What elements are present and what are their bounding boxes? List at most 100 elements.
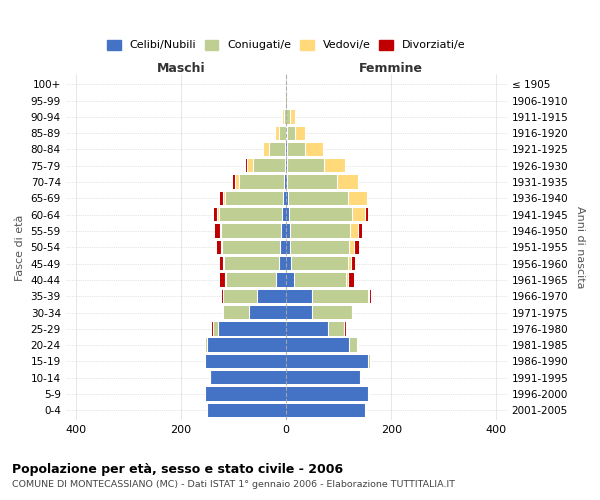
Bar [223,290,257,303]
Bar [263,143,269,156]
Legend: Celibi/Nubili, Coniugati/e, Vedovi/e, Divorziati/e: Celibi/Nubili, Coniugati/e, Vedovi/e, Di… [103,35,469,55]
Bar [286,110,290,124]
Bar [215,224,220,237]
Bar [279,257,286,270]
Bar [214,208,217,222]
Bar [269,143,285,156]
Bar [290,110,295,124]
Bar [284,159,286,172]
Bar [292,257,348,270]
Y-axis label: Anni di nascita: Anni di nascita [575,206,585,288]
Bar [235,176,239,189]
Bar [223,192,225,205]
Bar [360,371,361,384]
Bar [225,192,283,205]
Bar [348,192,367,205]
Bar [286,224,290,237]
Bar [212,322,218,336]
Bar [349,338,357,352]
Y-axis label: Fasce di età: Fasce di età [15,214,25,280]
Bar [350,224,358,237]
Bar [246,159,247,172]
Bar [205,388,286,400]
Bar [286,338,349,352]
Bar [286,273,293,286]
Bar [205,355,286,368]
Bar [358,176,359,189]
Bar [286,404,365,417]
Bar [219,208,282,222]
Bar [284,176,286,189]
Bar [355,240,359,254]
Bar [352,306,353,319]
Bar [275,273,286,286]
Bar [286,322,328,336]
Bar [290,240,349,254]
Bar [290,224,350,237]
Bar [346,273,347,286]
Bar [349,240,355,254]
Bar [295,126,305,140]
Bar [221,240,222,254]
Bar [313,306,352,319]
Bar [285,94,286,108]
Bar [285,143,286,156]
Bar [222,240,280,254]
Bar [218,322,286,336]
Bar [220,273,225,286]
Bar [367,192,368,205]
Text: Popolazione per età, sesso e stato civile - 2006: Popolazione per età, sesso e stato civil… [12,462,343,475]
Bar [282,208,286,222]
Bar [204,355,205,368]
Bar [287,126,295,140]
Bar [275,126,280,140]
Bar [282,110,284,124]
Bar [286,306,313,319]
Bar [222,290,223,303]
Bar [286,176,287,189]
Bar [305,143,323,156]
Bar [281,224,286,237]
Bar [287,94,288,108]
Bar [347,273,354,286]
Bar [352,208,365,222]
Bar [217,208,219,222]
Bar [337,176,358,189]
Text: COMUNE DI MONTECASSIANO (MC) - Dati ISTAT 1° gennaio 2006 - Elaborazione TUTTITA: COMUNE DI MONTECASSIANO (MC) - Dati ISTA… [12,480,455,489]
Bar [233,176,235,189]
Bar [208,338,286,352]
Bar [220,257,223,270]
Bar [250,306,286,319]
Text: Femmine: Femmine [359,62,423,76]
Bar [286,240,290,254]
Bar [286,192,288,205]
Bar [226,273,275,286]
Bar [288,192,348,205]
Bar [286,388,368,400]
Bar [224,257,279,270]
Bar [348,257,351,270]
Bar [286,208,289,222]
Bar [286,94,287,108]
Bar [289,208,352,222]
Bar [351,257,355,270]
Bar [368,290,371,303]
Bar [287,159,324,172]
Bar [286,290,313,303]
Bar [313,290,368,303]
Bar [253,159,284,172]
Bar [324,159,345,172]
Bar [283,192,286,205]
Bar [286,159,287,172]
Bar [220,224,221,237]
Bar [368,355,370,368]
Bar [221,224,281,237]
Bar [344,322,346,336]
Bar [247,159,253,172]
Bar [280,126,286,140]
Bar [365,208,368,222]
Bar [286,355,368,368]
Bar [217,240,221,254]
Bar [280,240,286,254]
Bar [205,338,208,352]
